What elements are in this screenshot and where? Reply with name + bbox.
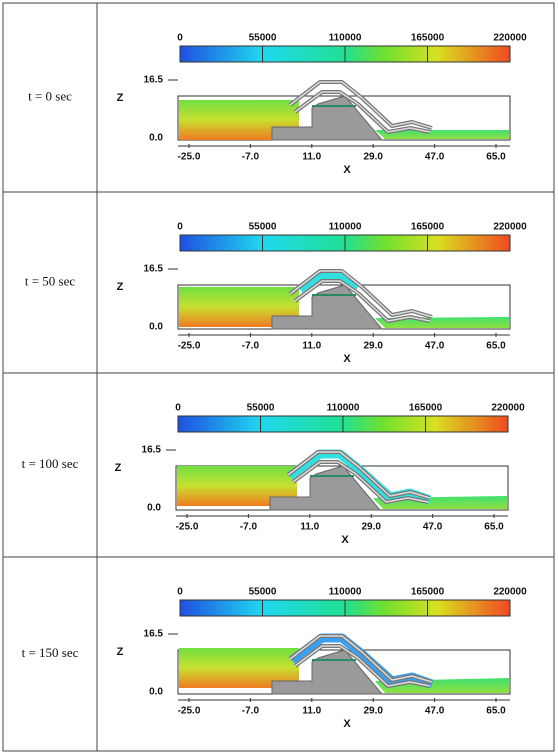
colorbar-tick-label: 110000 xyxy=(327,403,360,414)
x-tick-label: 29.0 xyxy=(363,706,383,717)
z-tick-label: 16.5 xyxy=(144,629,164,640)
z-tick-label: 16.5 xyxy=(144,75,164,86)
x-tick-label: 65.0 xyxy=(486,152,506,163)
z-tick-label: 0.0 xyxy=(149,133,163,144)
colorbar-tick-label: 165000 xyxy=(411,33,445,44)
downstream-water xyxy=(375,130,509,139)
x-tick-label: 65.0 xyxy=(486,341,506,352)
colorbar-tick-label: 0 xyxy=(177,222,183,233)
colorbar-tick-label: 220000 xyxy=(491,403,525,414)
x-tick-label: 47.0 xyxy=(423,522,443,533)
simulation-panel: 0 55000 110000 165000 220000 Z 16.5 0.0 -25.0 -7.… xyxy=(117,222,527,365)
x-tick-label: 47.0 xyxy=(425,341,445,352)
time-label: t = 0 sec xyxy=(28,88,72,103)
colorbar-tick-label: 0 xyxy=(177,587,183,598)
colorbar-tick-label: 110000 xyxy=(329,33,362,44)
terrain xyxy=(271,95,384,141)
x-tick-label: 65.0 xyxy=(484,522,504,533)
simulation-panel: 0 55000 110000 165000 220000 Z 16.5 0.0 -25.0 -7.… xyxy=(115,403,525,546)
pipe-flow xyxy=(297,270,361,293)
colorbar-tick-label: 55000 xyxy=(249,222,277,233)
z-axis-label: Z xyxy=(117,281,124,293)
x-tick-label: 65.0 xyxy=(486,706,506,717)
simulation-panel: 0 55000 110000 165000 220000 Z 16.5 0.0 -25.0 -7.… xyxy=(117,33,527,176)
x-tick-label: 11.0 xyxy=(300,522,319,533)
z-tick-label: 0.0 xyxy=(149,322,163,333)
z-axis-label: Z xyxy=(117,92,124,104)
terrain xyxy=(271,284,384,330)
x-tick-label: 47.0 xyxy=(425,706,445,717)
x-tick-label: 29.0 xyxy=(363,152,383,163)
siphon-pipe-inner xyxy=(294,645,431,687)
terrain xyxy=(269,465,382,511)
x-tick-label: 11.0 xyxy=(302,706,321,717)
x-axis-label: X xyxy=(343,164,351,176)
downstream-water xyxy=(375,317,509,328)
x-tick-label: 29.0 xyxy=(363,341,383,352)
simulation-panel: 0 55000 110000 165000 220000 Z 16.5 0.0 -25.0 -7.… xyxy=(117,587,527,730)
time-label: t = 50 sec xyxy=(25,273,76,288)
siphon-pipe-inner xyxy=(289,635,433,683)
siphon-pipe-inner xyxy=(292,461,429,503)
z-axis-label: Z xyxy=(115,462,122,474)
x-tick-label: -7.0 xyxy=(242,706,260,717)
colorbar-tick-label: 220000 xyxy=(493,587,527,598)
colorbar-tick-label: 55000 xyxy=(249,33,277,44)
x-tick-label: 29.0 xyxy=(361,522,381,533)
colorbar-tick-label: 55000 xyxy=(247,403,275,414)
x-tick-label: -7.0 xyxy=(240,522,258,533)
time-label: t = 150 sec xyxy=(22,645,79,660)
siphon-pipe-inner xyxy=(294,280,431,322)
terrain xyxy=(271,649,384,695)
x-axis-label: X xyxy=(343,718,351,730)
x-tick-label: -7.0 xyxy=(242,341,260,352)
z-axis-label: Z xyxy=(117,646,124,658)
colorbar-tick-label: 0 xyxy=(177,33,183,44)
colorbar-tick-label: 165000 xyxy=(411,222,445,233)
colorbar-tick-label: 165000 xyxy=(409,403,443,414)
x-axis-label: X xyxy=(343,353,351,365)
x-axis-label: X xyxy=(341,534,349,546)
x-tick-label: -25.0 xyxy=(178,341,201,352)
z-tick-label: 16.5 xyxy=(144,264,164,275)
siphon-pipe-inner xyxy=(289,270,433,318)
x-tick-label: 47.0 xyxy=(425,152,445,163)
siphon-pipe-inner xyxy=(287,451,431,499)
colorbar-tick-label: 110000 xyxy=(329,587,362,598)
siphon-pipe-inner xyxy=(294,91,431,133)
colorbar-tick-label: 110000 xyxy=(329,222,362,233)
colorbar-tick-label: 55000 xyxy=(249,587,277,598)
x-tick-label: 11.0 xyxy=(302,341,321,352)
z-tick-label: 0.0 xyxy=(147,503,161,514)
z-tick-label: 16.5 xyxy=(142,445,162,456)
x-tick-label: -25.0 xyxy=(178,706,201,717)
colorbar-tick-label: 0 xyxy=(175,403,181,414)
x-tick-label: -25.0 xyxy=(178,152,201,163)
time-label: t = 100 sec xyxy=(22,456,79,471)
x-tick-label: 11.0 xyxy=(302,152,321,163)
colorbar-tick-label: 220000 xyxy=(493,33,527,44)
x-tick-label: -25.0 xyxy=(176,522,199,533)
colorbar-tick-label: 165000 xyxy=(411,587,445,598)
colorbar-tick-label: 220000 xyxy=(493,222,527,233)
siphon-pipe-inner xyxy=(289,81,433,129)
z-tick-label: 0.0 xyxy=(149,687,163,698)
x-tick-label: -7.0 xyxy=(242,152,260,163)
